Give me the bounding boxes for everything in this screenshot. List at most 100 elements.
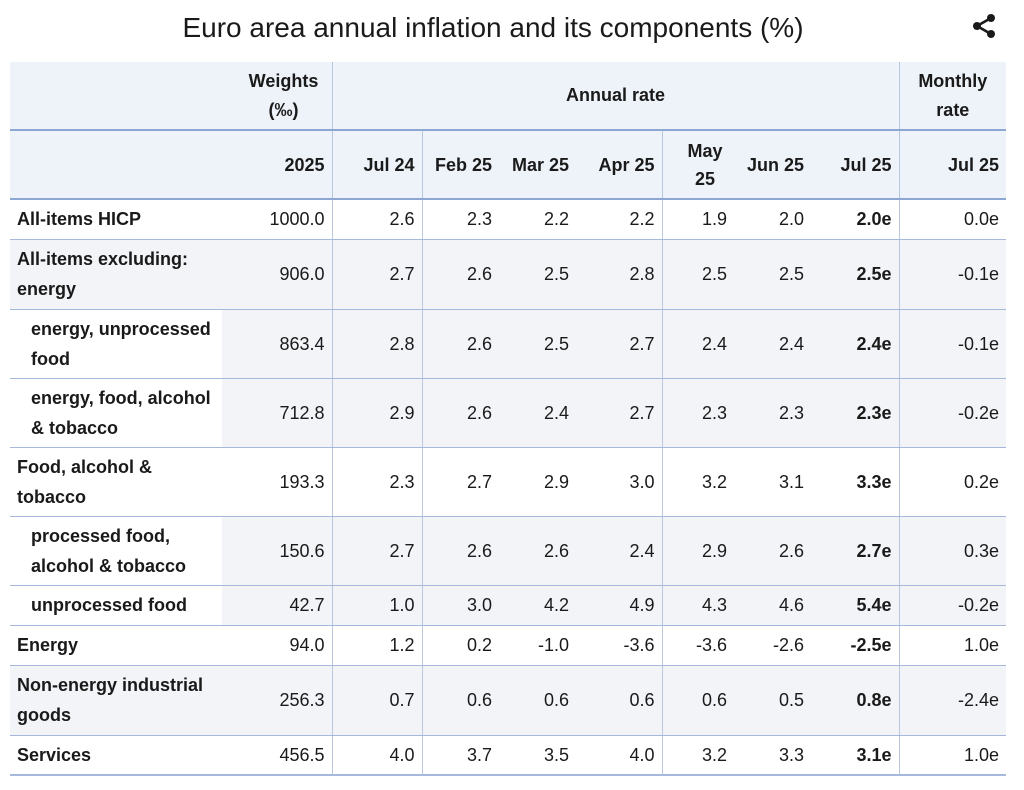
weight-cell: 456.5 (222, 735, 333, 776)
rate-cell: 2.4 (499, 378, 576, 448)
rate-cell: 2.3 (422, 199, 499, 240)
rate-cell: 0.6 (422, 665, 499, 736)
monthly-rate-header-label: Monthly rate (918, 70, 988, 120)
weights-year: 2025 (222, 130, 333, 200)
monthly-rate-cell: -0.2e (899, 378, 1007, 448)
rate-cell: 2.8 (332, 309, 423, 379)
monthly-rate-cell: 0.0e (899, 199, 1007, 240)
share-icon[interactable] (970, 12, 998, 40)
table-row: processed food, alcohol & tobacco 150.6 2.… (10, 516, 1007, 586)
table-row: Energy 94.0 1.2 0.2 -1.0 -3.6 -3.6 -2.6 -2.5e 1.0… (10, 625, 1007, 666)
header-row-group: Weights (‰) Annual rate Monthly rate (10, 62, 1007, 131)
latest-rate-cell: 2.3e (811, 378, 900, 448)
rate-cell: 2.6 (499, 516, 576, 586)
rate-cell: 0.6 (662, 665, 734, 736)
rate-cell: 3.0 (422, 585, 499, 626)
header-blank (10, 62, 222, 131)
period-header-label: May 25 (687, 140, 723, 189)
rate-cell: -1.0 (499, 625, 576, 666)
rate-cell: -2.6 (734, 625, 811, 666)
rate-cell: 4.6 (734, 585, 811, 626)
page-title: Euro area annual inflation and its compo… (182, 12, 804, 43)
header-blank-2 (10, 130, 222, 200)
rate-cell: 3.3 (734, 735, 811, 776)
period-header: Jul 24 (332, 130, 423, 200)
weight-cell: 150.6 (222, 516, 333, 586)
table-row: energy, food, alcohol & tobacco 712.8 2.9 2… (10, 378, 1007, 448)
rate-cell: 1.9 (662, 199, 734, 240)
period-header: Mar 25 (499, 130, 576, 200)
rate-cell: 2.5 (734, 239, 811, 310)
rate-cell: 3.5 (499, 735, 576, 776)
rate-cell: 2.6 (422, 239, 499, 310)
latest-rate-cell: 0.8e (811, 665, 900, 736)
latest-rate-cell: 2.0e (811, 199, 900, 240)
header-row-periods: 2025 Jul 24 Feb 25 Mar 25 Apr 25 May 25 … (10, 130, 1007, 200)
rate-cell: 2.7 (422, 447, 499, 517)
rate-cell: 3.0 (576, 447, 663, 517)
rate-cell: 2.7 (576, 309, 663, 379)
row-label: processed food, alcohol & tobacco (10, 516, 222, 586)
monthly-rate-cell: 1.0e (899, 625, 1007, 666)
rate-cell: 4.0 (332, 735, 423, 776)
rate-cell: 2.4 (734, 309, 811, 379)
latest-rate-cell: 5.4e (811, 585, 900, 626)
table-row: unprocessed food 42.7 1.0 3.0 4.2 4.9 4.3 4.6 5.… (10, 585, 1007, 626)
row-label: Energy (10, 625, 222, 666)
weight-cell: 863.4 (222, 309, 333, 379)
rate-cell: 0.6 (499, 665, 576, 736)
weights-header: Weights (‰) (222, 62, 333, 131)
monthly-rate-cell: -0.1e (899, 239, 1007, 310)
rate-cell: -3.6 (576, 625, 663, 666)
rate-cell: 2.8 (576, 239, 663, 310)
rate-cell: 3.2 (662, 447, 734, 517)
weight-cell: 42.7 (222, 585, 333, 626)
weight-cell: 712.8 (222, 378, 333, 448)
row-label: Services (10, 735, 222, 776)
table-row: energy, unprocessed food 863.4 2.8 2.6 2.5 2.… (10, 309, 1007, 379)
weight-cell: 906.0 (222, 239, 333, 310)
rate-cell: 2.9 (499, 447, 576, 517)
rate-cell: 4.2 (499, 585, 576, 626)
weights-header-label: Weights (‰) (248, 70, 319, 120)
row-label: energy, food, alcohol & tobacco (10, 378, 222, 448)
rate-cell: 3.1 (734, 447, 811, 517)
row-label: All-items excluding: energy (10, 239, 222, 310)
rate-cell: 2.7 (576, 378, 663, 448)
rate-cell: 0.7 (332, 665, 423, 736)
row-label: unprocessed food (10, 585, 222, 626)
table-row: Services 456.5 4.0 3.7 3.5 4.0 3.2 3.3 3.1e 1.0e (10, 735, 1007, 776)
rate-cell: 2.5 (499, 239, 576, 310)
table-row: All-items HICP 1000.0 2.6 2.3 2.2 2.2 1.9 2.0 2.… (10, 199, 1007, 240)
rate-cell: 2.6 (332, 199, 423, 240)
monthly-rate-cell: -0.2e (899, 585, 1007, 626)
weight-cell: 94.0 (222, 625, 333, 666)
monthly-rate-cell: -2.4e (899, 665, 1007, 736)
rate-cell: 2.6 (422, 378, 499, 448)
rate-cell: 2.4 (576, 516, 663, 586)
period-header: Jun 25 (734, 130, 811, 200)
rate-cell: 2.5 (499, 309, 576, 379)
rate-cell: 1.0 (332, 585, 423, 626)
monthly-rate-cell: 0.2e (899, 447, 1007, 517)
period-header: Jul 25 (811, 130, 900, 200)
row-label: All-items HICP (10, 199, 222, 240)
rate-cell: -3.6 (662, 625, 734, 666)
row-label: energy, unprocessed food (10, 309, 222, 379)
inflation-table: Weights (‰) Annual rate Monthly rate 202… (10, 62, 1007, 776)
rate-cell: 2.2 (499, 199, 576, 240)
weight-cell: 1000.0 (222, 199, 333, 240)
rate-cell: 4.3 (662, 585, 734, 626)
monthly-period-header: Jul 25 (899, 130, 1007, 200)
period-header: May 25 (662, 130, 734, 200)
rate-cell: 4.0 (576, 735, 663, 776)
rate-cell: 2.6 (734, 516, 811, 586)
period-header: Feb 25 (422, 130, 499, 200)
rate-cell: 2.9 (662, 516, 734, 586)
rate-cell: 2.6 (422, 516, 499, 586)
rate-cell: 3.7 (422, 735, 499, 776)
rate-cell: 0.2 (422, 625, 499, 666)
latest-rate-cell: 2.5e (811, 239, 900, 310)
rate-cell: 2.7 (332, 516, 423, 586)
rate-cell: 2.5 (662, 239, 734, 310)
